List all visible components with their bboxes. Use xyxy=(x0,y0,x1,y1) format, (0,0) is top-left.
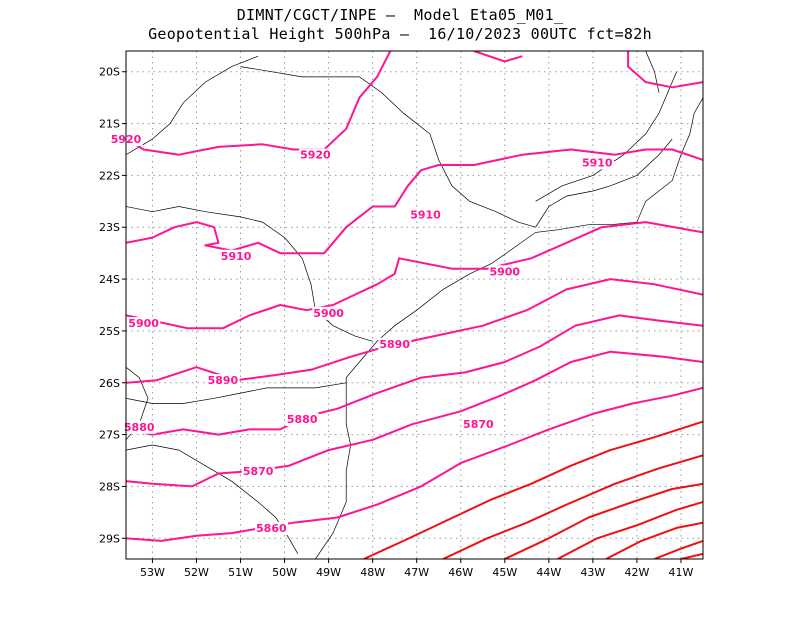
contour-lines xyxy=(126,51,703,559)
lon-tick-label: 50W xyxy=(272,566,297,579)
lat-tick-label: 29S xyxy=(99,532,120,545)
border-line xyxy=(126,55,259,156)
lat-tick-label: 23S xyxy=(99,221,120,234)
contour-label-bg xyxy=(488,265,522,279)
contour-label: 5870 xyxy=(243,465,274,478)
contour-label-bg xyxy=(299,148,333,162)
contour-label-bg xyxy=(206,374,240,388)
map-title-line-2: Geopotential Height 500hPa – 16/10/2023 … xyxy=(148,25,652,43)
contour-5900 xyxy=(126,221,703,330)
contour-label-bg xyxy=(312,306,346,320)
contour-5920 xyxy=(473,51,523,63)
lat-tick-label: 26S xyxy=(99,377,120,390)
lat-tick-label: 27S xyxy=(99,429,120,442)
contour-label-bg xyxy=(127,317,161,331)
contour-label-bg xyxy=(580,156,614,170)
border-line xyxy=(535,138,673,228)
contour-label: 5890 xyxy=(379,338,410,351)
contour-label-bg xyxy=(378,337,412,351)
lon-tick-label: 49W xyxy=(316,566,341,579)
lon-tick-label: 44W xyxy=(536,566,561,579)
lon-tick-label: 43W xyxy=(580,566,605,579)
border-line xyxy=(126,206,373,342)
lon-tick-label: 41W xyxy=(669,566,694,579)
contour-5850 xyxy=(363,420,703,559)
map-frame xyxy=(125,50,704,560)
contour-5920 xyxy=(126,51,392,156)
contour-5860 xyxy=(126,386,703,542)
border-line xyxy=(315,97,703,559)
contour-label: 5910 xyxy=(221,250,252,263)
contour-label: 5880 xyxy=(124,421,155,434)
contour-label: 5920 xyxy=(300,149,331,162)
lon-tick-label: 51W xyxy=(228,566,253,579)
lon-tick-label: 53W xyxy=(140,566,165,579)
lat-tick-label: 22S xyxy=(99,169,120,182)
border-line xyxy=(535,71,677,202)
border-line xyxy=(126,444,299,554)
lon-tick-label: 47W xyxy=(404,566,429,579)
contour-label: 5860 xyxy=(256,522,287,535)
lon-tick-label: 42W xyxy=(624,566,649,579)
lat-tick-label: 21S xyxy=(99,118,120,131)
map-title-line-1: DIMNT/CGCT/INPE – Model Eta05_M01_ xyxy=(236,6,564,24)
contour-label: 5880 xyxy=(287,413,318,426)
lat-tick-label: 24S xyxy=(99,273,120,286)
border-line xyxy=(126,382,347,404)
contour-label-bg xyxy=(122,420,156,434)
border-line xyxy=(645,51,660,93)
contour-label: 5910 xyxy=(410,208,441,221)
lat-tick-label: 28S xyxy=(99,480,120,493)
contour-label: 5900 xyxy=(489,265,520,278)
contour-5920 xyxy=(627,51,703,89)
longitude-tick-labels: 53W 52W 51W 50W 49W 48W 47W 46W 45W 44W 43W 42W 41W xyxy=(140,559,694,579)
contour-5910 xyxy=(126,148,703,255)
contour-label-bg xyxy=(409,208,443,222)
contour-label: 5870 xyxy=(463,418,494,431)
contour-5870 xyxy=(126,350,703,488)
lon-tick-label: 46W xyxy=(448,566,473,579)
contour-label-bg xyxy=(285,413,319,427)
lon-tick-label: 48W xyxy=(360,566,385,579)
lat-tick-label: 20S xyxy=(99,66,120,79)
contour-labels: 5920592059105910591059005900590058905890… xyxy=(109,133,614,535)
contour-label-bg xyxy=(219,249,253,263)
contour-5810 xyxy=(605,521,703,559)
contour-5790 xyxy=(680,552,703,559)
contour-5820 xyxy=(557,501,703,559)
contour-label: 5900 xyxy=(313,307,344,320)
lat-tick-label: 25S xyxy=(99,325,120,338)
contour-label-bg xyxy=(462,418,496,432)
contour-label-bg xyxy=(241,464,275,478)
contour-label: 5910 xyxy=(582,156,613,169)
border-line xyxy=(240,66,536,228)
contour-5800 xyxy=(654,539,703,559)
contour-5880 xyxy=(126,314,703,436)
contour-label-bg xyxy=(255,521,289,535)
contour-label: 5900 xyxy=(128,317,159,330)
lon-tick-label: 52W xyxy=(184,566,209,579)
contour-5840 xyxy=(442,454,703,559)
lon-tick-label: 45W xyxy=(492,566,517,579)
contour-5830 xyxy=(504,482,703,559)
latitude-tick-labels: 20S 21S 22S 23S 24S 25S 26S 27S 28S 29S xyxy=(99,66,126,545)
contour-label: 5890 xyxy=(208,374,239,387)
